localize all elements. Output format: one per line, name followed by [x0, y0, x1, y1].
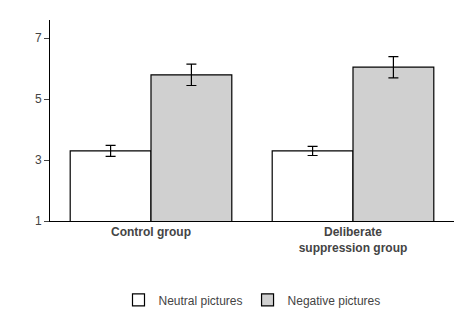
svg-text:5: 5	[35, 92, 42, 106]
svg-text:1: 1	[35, 214, 42, 228]
svg-text:Control group: Control group	[111, 225, 191, 239]
svg-text:3: 3	[35, 153, 42, 167]
svg-text:Negative pictures: Negative pictures	[288, 294, 381, 308]
svg-text:Deliberatesuppression group: Deliberatesuppression group	[299, 225, 408, 255]
svg-text:Neutral pictures: Neutral pictures	[159, 294, 243, 308]
svg-text:7: 7	[35, 31, 42, 45]
